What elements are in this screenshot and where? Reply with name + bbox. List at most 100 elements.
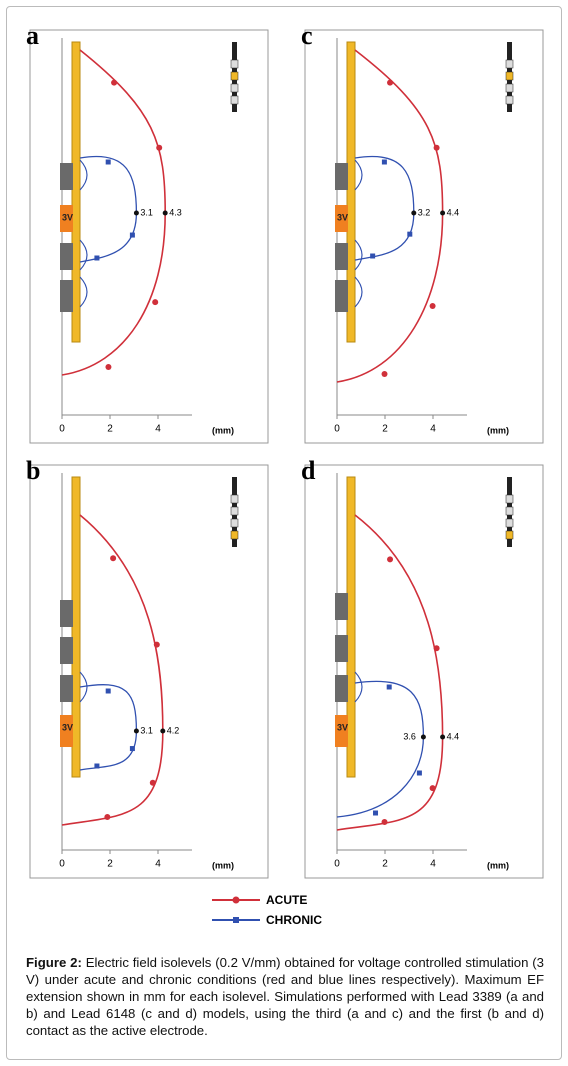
active-contact [60, 715, 73, 747]
lead-icon-contact [230, 494, 239, 504]
contact [335, 635, 348, 662]
acute-value: 4.2 [167, 725, 180, 735]
x-tick-label: 4 [430, 859, 436, 870]
lead-icon-contact [230, 518, 239, 528]
acute-value: 4.3 [169, 207, 182, 217]
acute-point [433, 645, 440, 652]
acute-point [381, 371, 388, 377]
x-tick-label: 0 [59, 859, 65, 870]
lead-icon-contact [230, 83, 239, 93]
chronic-value: 3.2 [418, 207, 431, 217]
contact [60, 280, 73, 312]
panel-border [304, 29, 544, 444]
chronic-isolevel [79, 155, 138, 263]
x-unit: (mm) [212, 860, 234, 870]
acute-point [433, 144, 440, 151]
legend-label: CHRONIC [266, 913, 322, 927]
chronic-lobe [354, 239, 363, 271]
acute-point [387, 79, 394, 86]
contact [335, 593, 348, 620]
contact [60, 243, 73, 270]
chronic-point [370, 253, 376, 259]
panel: d 0 2 4 (mm) 3V 4.4 3.6 [301, 456, 544, 879]
legend: ACUTE CHRONIC [212, 893, 322, 927]
lead-icon-contact [230, 59, 239, 69]
lead-icon-contact [230, 95, 239, 105]
acute-value: 4.4 [447, 731, 460, 741]
acute-extent [440, 210, 446, 216]
contact [60, 163, 73, 190]
contact [60, 600, 73, 627]
lead [346, 476, 356, 778]
acute-point [104, 814, 111, 820]
panel-border [304, 464, 544, 879]
lead-icon-contact [505, 71, 514, 81]
chronic-point [94, 763, 100, 769]
acute-point [105, 364, 112, 370]
panel-border [29, 29, 269, 444]
chronic-lobe [79, 159, 88, 191]
x-tick-label: 2 [382, 859, 388, 870]
chronic-point [386, 684, 392, 690]
lead-icon-contact [505, 518, 514, 528]
legend-label: ACUTE [266, 893, 307, 907]
lead-icon-contact [505, 83, 514, 93]
acute-point [156, 144, 163, 151]
chronic-value: 3.1 [140, 207, 153, 217]
x-tick-label: 2 [107, 424, 113, 435]
contact [335, 280, 348, 312]
x-tick-label: 4 [155, 424, 161, 435]
acute-point [429, 302, 436, 309]
chronic-lobe [354, 159, 363, 191]
figure-frame [6, 6, 562, 1060]
chronic-point [105, 688, 111, 694]
chronic-lobe [79, 671, 88, 703]
chronic-lobe [79, 239, 88, 271]
caption: Figure 2: Electric field isolevels (0.2 … [26, 954, 544, 1039]
lead-icon-contact [505, 59, 514, 69]
acute-point [149, 779, 156, 786]
figure: ACUTE CHRONIC a 0 2 4 (mm) 3V 4.3 3.1 c 0 2 4 (mm) 3V… [26, 21, 544, 927]
chronic-isolevel [354, 155, 415, 261]
x-unit: (mm) [487, 425, 509, 435]
active-label: 3V [337, 212, 348, 222]
x-tick-label: 0 [334, 424, 340, 435]
active-contact [335, 205, 348, 232]
panel-border [29, 464, 269, 879]
chronic-point [94, 255, 100, 261]
chronic-point [373, 810, 379, 816]
lead-icon-contact [505, 506, 514, 516]
acute-point [429, 785, 436, 792]
caption-label: Figure 2: [26, 955, 82, 970]
panel-letter: c [301, 21, 313, 50]
x-unit: (mm) [212, 425, 234, 435]
chronic-lobe [354, 276, 363, 308]
chronic-lobe [79, 276, 88, 308]
acute-point [153, 641, 160, 648]
panel: c 0 2 4 (mm) 3V 4.4 3.2 [301, 21, 544, 444]
x-unit: (mm) [487, 860, 509, 870]
x-tick-label: 2 [382, 424, 388, 435]
chronic-point [129, 746, 135, 752]
acute-extent [162, 210, 168, 216]
chronic-extent [133, 210, 139, 216]
contact [335, 163, 348, 190]
chronic-value: 3.1 [140, 725, 153, 735]
acute-point [387, 556, 394, 563]
lead-icon-contact [505, 530, 514, 540]
chronic-isolevel [79, 684, 138, 771]
chronic-extent [420, 734, 426, 740]
lead-icon-contact [505, 95, 514, 105]
lead-icon-contact [230, 530, 239, 540]
chronic-point [416, 770, 422, 776]
acute-point [381, 819, 388, 825]
x-tick-label: 4 [430, 424, 436, 435]
contact [335, 675, 348, 702]
x-tick-label: 4 [155, 859, 161, 870]
acute-value: 4.4 [447, 207, 460, 217]
chronic-extent [411, 210, 417, 216]
contact [335, 243, 348, 270]
lead [71, 41, 81, 343]
x-tick-label: 2 [107, 859, 113, 870]
